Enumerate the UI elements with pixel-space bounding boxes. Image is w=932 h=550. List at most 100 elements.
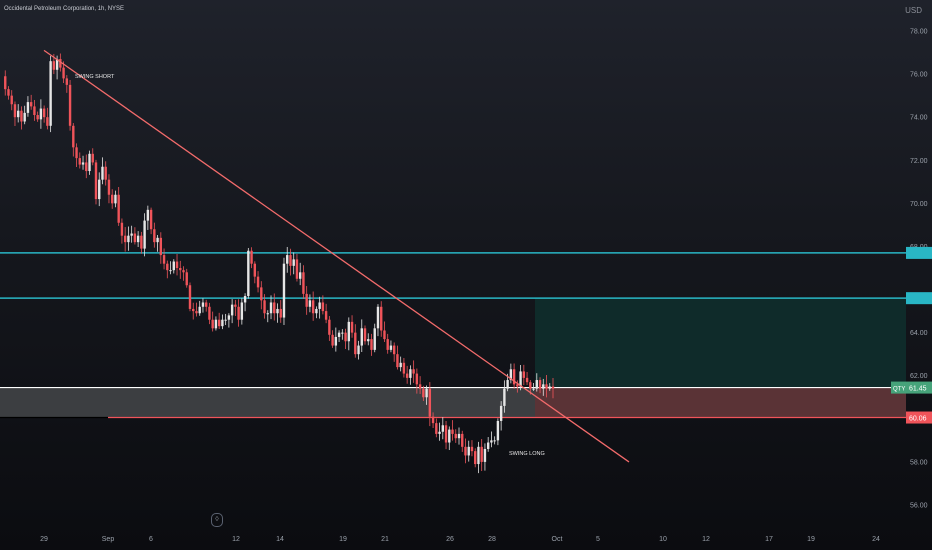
candle-body bbox=[493, 440, 496, 442]
candle-body bbox=[470, 446, 474, 452]
candle-body bbox=[302, 272, 305, 294]
candle-body bbox=[130, 233, 133, 236]
candle-body bbox=[88, 153, 91, 172]
candle-body bbox=[454, 433, 457, 439]
candle-body bbox=[376, 306, 380, 329]
candle-body bbox=[483, 448, 487, 462]
candle-body bbox=[354, 332, 357, 355]
candle-body bbox=[59, 59, 62, 68]
candle-body bbox=[538, 380, 542, 389]
x-tick-label: 6 bbox=[149, 536, 153, 543]
candle-body bbox=[98, 179, 101, 200]
candle-body bbox=[344, 332, 347, 342]
chart-title: Occidental Petroleum Corporation, 1h, NY… bbox=[4, 6, 125, 12]
candle-body bbox=[20, 110, 23, 122]
y-tick-label: 56.00 bbox=[910, 503, 928, 510]
candle-body bbox=[143, 220, 146, 249]
x-tick-label: Oct bbox=[552, 536, 563, 543]
candle-body bbox=[65, 78, 69, 85]
candle-body bbox=[240, 302, 244, 320]
candle-body bbox=[234, 304, 237, 307]
candle-body bbox=[298, 272, 302, 279]
candle-body bbox=[292, 259, 295, 266]
candle-body bbox=[29, 102, 33, 107]
x-tick-label: 29 bbox=[40, 536, 48, 543]
candle-body bbox=[308, 300, 312, 307]
candle-body bbox=[208, 306, 211, 320]
candle-body bbox=[7, 89, 10, 96]
candle-body bbox=[214, 319, 218, 329]
entry-price-label: 61.45 bbox=[909, 386, 927, 393]
y-tick-label: 72.00 bbox=[910, 158, 928, 165]
entry-price-label-bg bbox=[906, 381, 932, 394]
candle-body bbox=[227, 315, 231, 320]
y-tick-label: 74.00 bbox=[910, 115, 928, 122]
candle-body bbox=[305, 293, 308, 307]
candle-body bbox=[172, 261, 175, 271]
candle-body bbox=[532, 388, 535, 390]
candle-body bbox=[341, 332, 344, 334]
candle-body bbox=[159, 237, 163, 256]
x-tick-label: 28 bbox=[488, 536, 496, 543]
y-tick-label: 76.00 bbox=[910, 72, 928, 79]
candle-body bbox=[545, 384, 548, 389]
candle-body bbox=[311, 300, 315, 314]
upper-line-price-label-bg bbox=[906, 246, 932, 259]
candle-body bbox=[441, 425, 444, 432]
candle-body bbox=[480, 446, 483, 462]
candle-body bbox=[149, 209, 153, 230]
candle-body bbox=[551, 386, 555, 389]
candle-body bbox=[402, 362, 406, 374]
candle-body bbox=[75, 147, 78, 159]
candle-body bbox=[243, 296, 247, 303]
candle-body bbox=[117, 194, 120, 223]
candle-body bbox=[23, 112, 26, 122]
candle-body bbox=[422, 388, 425, 398]
candle-body bbox=[217, 319, 221, 327]
tradingview-logo-icon[interactable]: ◊ bbox=[211, 513, 223, 527]
candle-body bbox=[522, 371, 526, 378]
candle-body bbox=[286, 255, 289, 264]
stop-price-label: 60.06 bbox=[909, 416, 927, 423]
candle-body bbox=[273, 302, 276, 314]
stop-zone bbox=[535, 387, 906, 418]
candle-body bbox=[516, 384, 519, 387]
candle-body bbox=[499, 405, 503, 421]
candle-body bbox=[166, 263, 169, 271]
candle-body bbox=[4, 76, 7, 90]
candle-body bbox=[315, 308, 318, 314]
lower-line-price-label-bg bbox=[906, 292, 932, 305]
x-tick-label: 5 bbox=[596, 536, 600, 543]
candle-body bbox=[467, 446, 470, 456]
candle-body bbox=[525, 377, 529, 383]
candle-body bbox=[405, 373, 409, 378]
candle-body bbox=[188, 285, 192, 309]
x-tick-label: 24 bbox=[872, 536, 880, 543]
x-tick-label: 19 bbox=[807, 536, 815, 543]
y-tick-label: 70.00 bbox=[910, 201, 928, 208]
candle-body bbox=[52, 61, 56, 70]
qty-label-bg bbox=[891, 381, 906, 394]
y-tick-label: 58.00 bbox=[910, 459, 928, 466]
candle-body bbox=[412, 369, 415, 374]
candle-body bbox=[506, 380, 509, 389]
candle-body bbox=[256, 276, 260, 288]
candle-body bbox=[153, 229, 156, 243]
candle-body bbox=[389, 345, 393, 350]
candle-body bbox=[195, 311, 198, 314]
candle-body bbox=[46, 117, 49, 126]
candle-body bbox=[123, 235, 127, 243]
candle-body bbox=[535, 380, 538, 389]
candle-body bbox=[360, 328, 363, 346]
y-tick-label: 78.00 bbox=[910, 29, 928, 36]
x-tick-label: 26 bbox=[446, 536, 454, 543]
candle-body bbox=[438, 431, 441, 434]
candle-body bbox=[331, 334, 334, 346]
candle-body bbox=[42, 108, 46, 118]
candle-body bbox=[253, 263, 257, 277]
candle-body bbox=[101, 166, 104, 180]
candle-body bbox=[221, 319, 224, 327]
candle-body bbox=[357, 345, 360, 355]
